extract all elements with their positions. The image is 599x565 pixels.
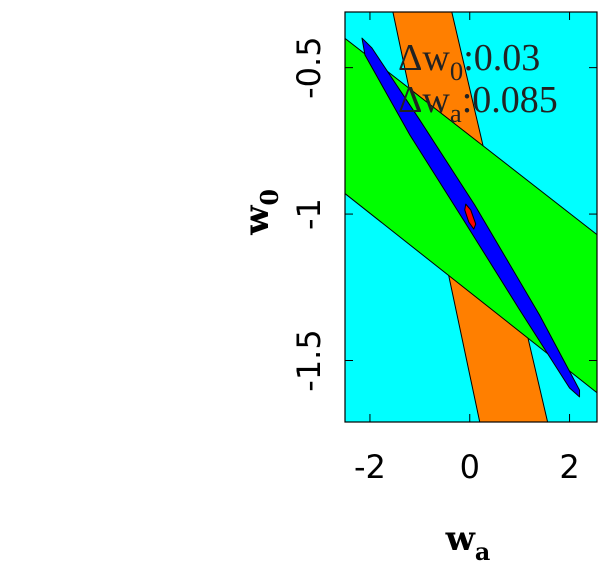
annotation-text: Δw (398, 79, 450, 121)
plot-area (345, 12, 597, 422)
y-tick-label: -0.5 (290, 36, 328, 98)
annotation-value: :0.085 (462, 79, 558, 121)
x-axis-label-text: w (445, 519, 476, 559)
y-axis-label-subscript: 0 (256, 189, 284, 206)
plot-frame (344, 11, 598, 423)
x-tick-label: -2 (354, 448, 386, 486)
x-tick-label: 2 (559, 448, 579, 486)
y-tick-label: -1 (290, 198, 328, 230)
y-axis-label-text: w (237, 205, 277, 236)
annotation: Δw0:0.03 (398, 37, 540, 86)
x-axis-label: wa (445, 519, 491, 565)
y-axis-label: w0 (237, 189, 284, 236)
annotation-subscript: a (450, 98, 462, 128)
annotation-text: Δw (398, 37, 450, 79)
annotation-value: :0.03 (463, 37, 540, 79)
y-tick-label: -1.5 (290, 329, 328, 391)
annotation: Δwa:0.085 (398, 79, 558, 128)
annotation-subscript: 0 (450, 56, 463, 86)
x-axis-label-subscript: a (475, 538, 490, 565)
x-tick-label: 0 (460, 448, 480, 486)
region (464, 203, 477, 230)
